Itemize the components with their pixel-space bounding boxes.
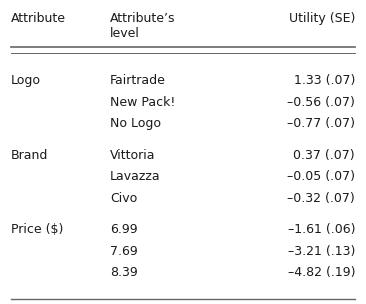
Text: Vittoria: Vittoria bbox=[110, 149, 155, 162]
Text: 7.69: 7.69 bbox=[110, 245, 138, 258]
Text: Attribute’s
level: Attribute’s level bbox=[110, 12, 175, 40]
Text: Logo: Logo bbox=[11, 74, 41, 88]
Text: –0.56 (.07): –0.56 (.07) bbox=[287, 96, 355, 109]
Text: 6.99: 6.99 bbox=[110, 223, 137, 237]
Text: –0.32 (.07): –0.32 (.07) bbox=[287, 192, 355, 205]
Text: No Logo: No Logo bbox=[110, 117, 161, 130]
Text: 1.33 (.07): 1.33 (.07) bbox=[294, 74, 355, 88]
Text: Price ($): Price ($) bbox=[11, 223, 63, 237]
Text: –0.05 (.07): –0.05 (.07) bbox=[287, 170, 355, 183]
Text: –3.21 (.13): –3.21 (.13) bbox=[288, 245, 355, 258]
Text: Brand: Brand bbox=[11, 149, 48, 162]
Text: –0.77 (.07): –0.77 (.07) bbox=[287, 117, 355, 130]
Text: –4.82 (.19): –4.82 (.19) bbox=[288, 266, 355, 279]
Text: Utility (SE): Utility (SE) bbox=[289, 12, 355, 25]
Text: New Pack!: New Pack! bbox=[110, 96, 175, 109]
Text: Fairtrade: Fairtrade bbox=[110, 74, 166, 88]
Text: Lavazza: Lavazza bbox=[110, 170, 160, 183]
Text: –1.61 (.06): –1.61 (.06) bbox=[288, 223, 355, 237]
Text: 8.39: 8.39 bbox=[110, 266, 138, 279]
Text: Civo: Civo bbox=[110, 192, 137, 205]
Text: Attribute: Attribute bbox=[11, 12, 66, 25]
Text: 0.37 (.07): 0.37 (.07) bbox=[294, 149, 355, 162]
